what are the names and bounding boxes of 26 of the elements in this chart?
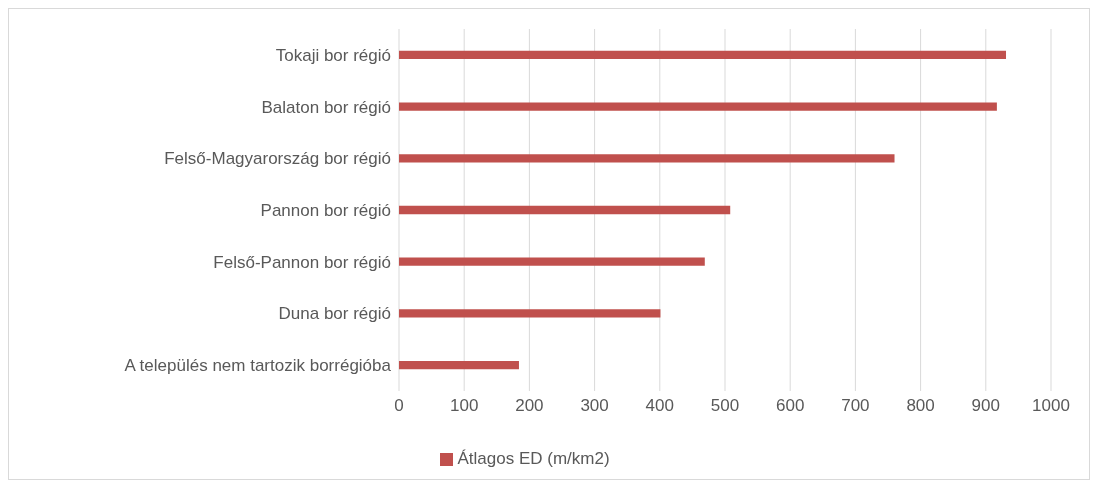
x-tick-label: 0	[394, 396, 404, 416]
x-tick-label: 900	[971, 396, 1000, 416]
y-tick-label: Duna bor régió	[278, 304, 391, 324]
y-tick-label: Balaton bor régió	[261, 97, 391, 117]
x-tick-label: 700	[841, 396, 870, 416]
x-tick-label: 1000	[1032, 396, 1070, 416]
bar	[399, 102, 997, 111]
bar	[399, 361, 519, 370]
x-tick-label: 100	[450, 396, 479, 416]
bar	[399, 154, 895, 163]
x-tick-label: 300	[580, 396, 609, 416]
y-tick-label: A település nem tartozik borrégióba	[124, 356, 392, 376]
bar	[399, 50, 1007, 59]
bar	[399, 205, 731, 215]
y-tick-label: Felső-Magyarország bor régió	[164, 149, 391, 169]
x-tick-label: 600	[776, 396, 805, 416]
legend-label: Átlagos ED (m/km2)	[457, 449, 610, 468]
x-tick-label: 400	[645, 396, 674, 416]
bar	[399, 309, 661, 318]
y-tick-label: Pannon bor régió	[260, 201, 391, 221]
x-tick-label: 500	[710, 396, 740, 416]
x-tick-label: 200	[515, 396, 544, 416]
bar	[399, 257, 705, 266]
x-tick-label: 800	[906, 396, 935, 416]
y-tick-label: Tokaji bor régió	[275, 45, 391, 65]
y-tick-label: Felső-Pannon bor régió	[213, 252, 391, 272]
